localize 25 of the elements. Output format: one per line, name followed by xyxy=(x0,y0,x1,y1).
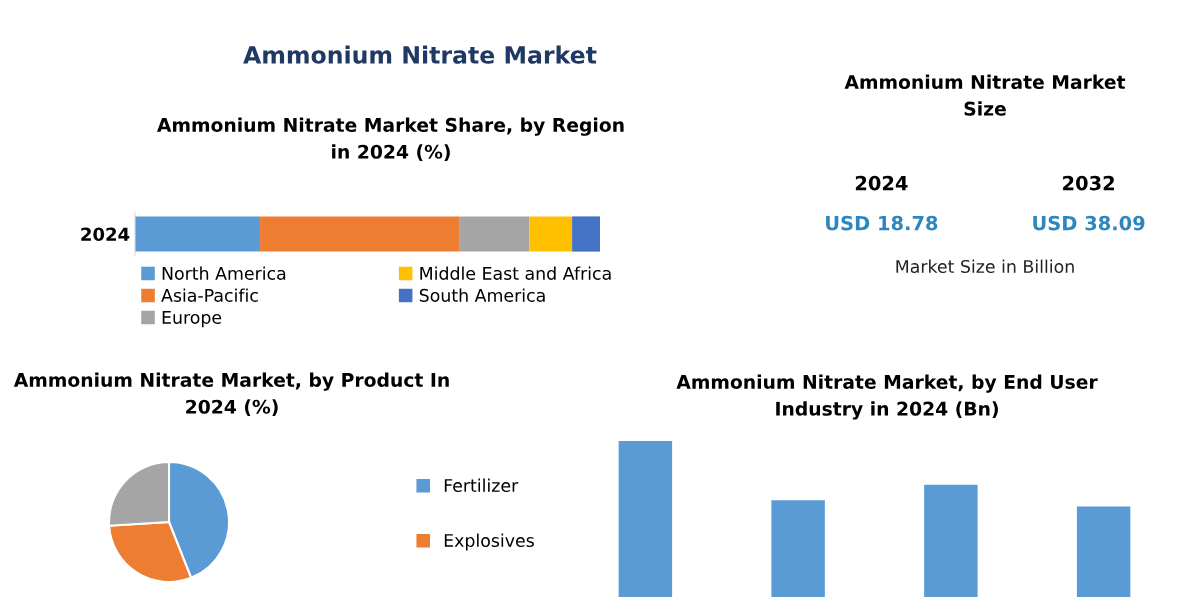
chart-subtitle: Ammonium Nitrate Market Share, by Region in 2024 (%) xyxy=(157,117,624,162)
text: USD 38.09 xyxy=(1033,215,1145,231)
text: Market Size in Billion xyxy=(896,259,1074,274)
bar xyxy=(1076,506,1131,597)
text: 2024 xyxy=(81,227,130,242)
legend-label: Middle East and Africa xyxy=(420,266,611,280)
chart-title: Ammonium Nitrate Market, by Product In 2024 (%) xyxy=(13,372,449,417)
text: 2032 xyxy=(1063,175,1114,191)
bar xyxy=(924,484,978,597)
chart-title: Ammonium Nitrate Market, by End User Industry in 2024 (Bn) xyxy=(676,374,1098,420)
text: Ammonium Nitrate Market Size xyxy=(844,74,1126,116)
legend-label: South America xyxy=(419,288,545,302)
bar xyxy=(771,500,825,597)
bar xyxy=(135,216,261,252)
legend-label: Fertilizer xyxy=(444,478,519,493)
legend-label: North America xyxy=(162,266,286,280)
legend-label: Europe xyxy=(162,311,222,328)
bar xyxy=(572,216,600,252)
chart-title: Ammonium Nitrate Market xyxy=(243,45,597,64)
legend-label: Asia-Pacific xyxy=(161,288,258,302)
bar xyxy=(618,441,673,597)
text: USD 18.78 xyxy=(826,215,938,231)
bar xyxy=(459,216,530,252)
bar xyxy=(529,216,573,252)
legend-label: Explosives xyxy=(444,533,534,551)
